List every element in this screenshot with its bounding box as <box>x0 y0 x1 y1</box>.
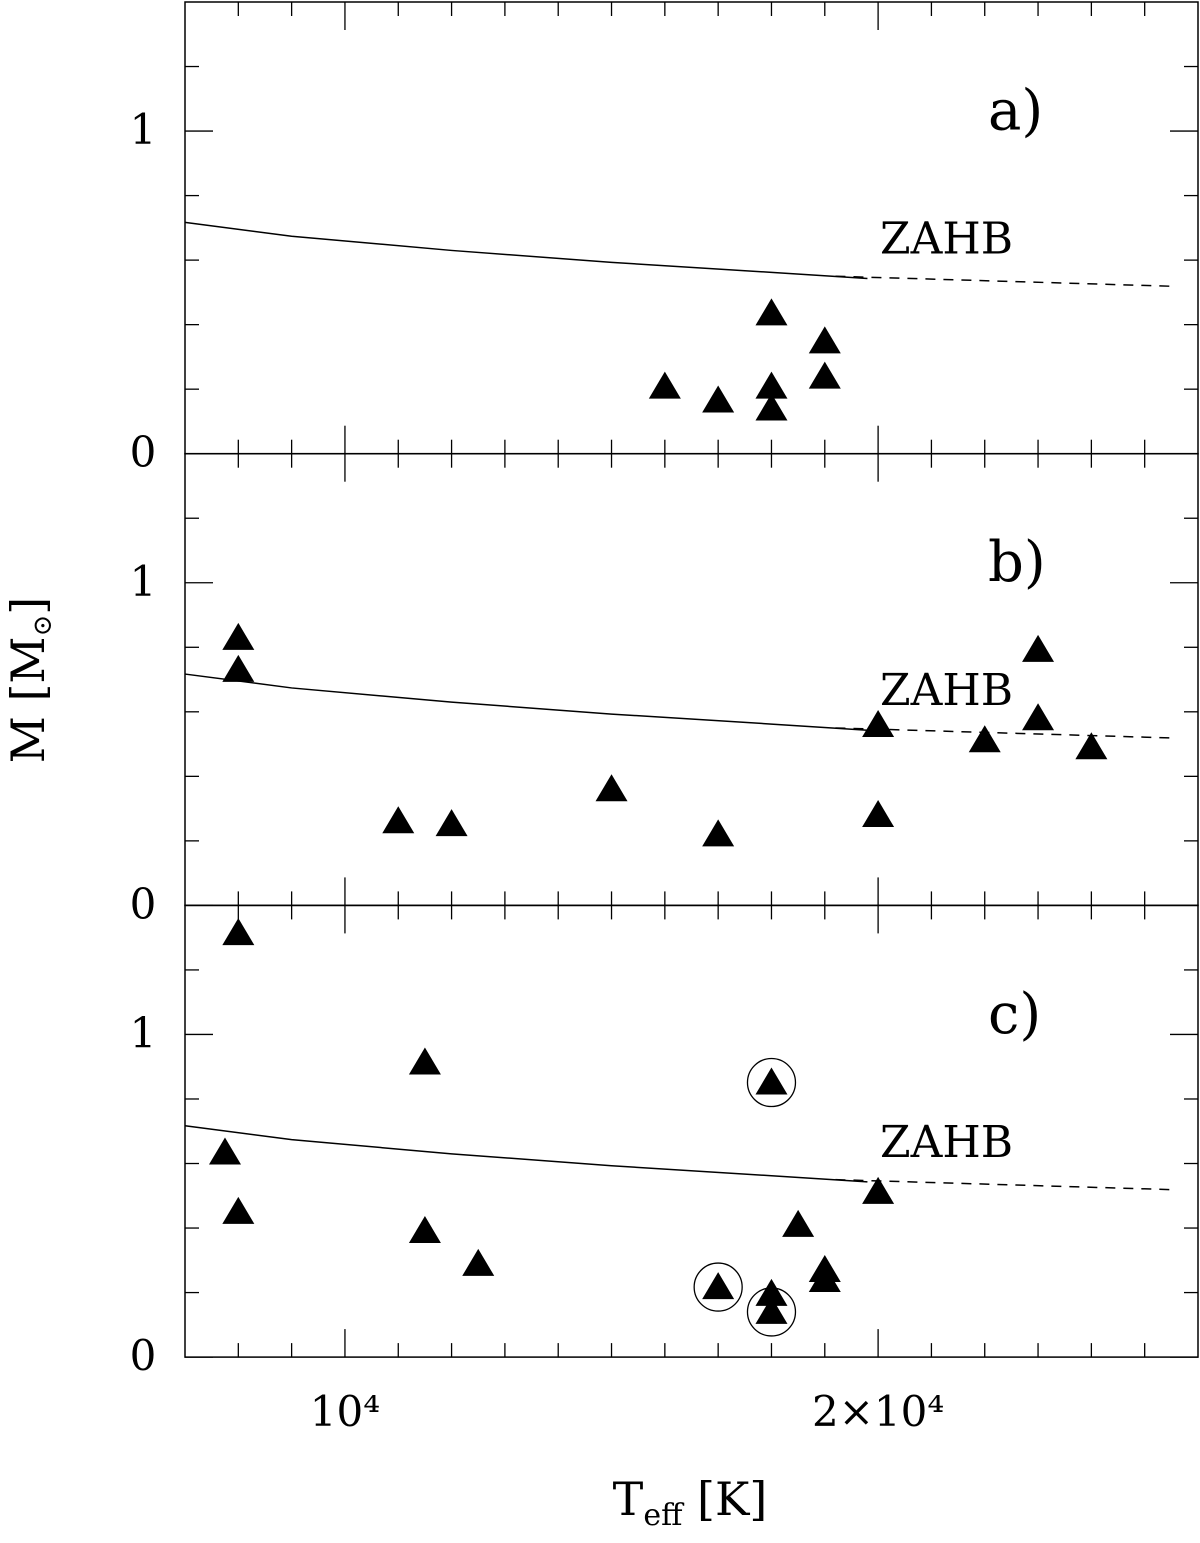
triangle-point <box>808 1264 841 1292</box>
zahb-line <box>184 1125 868 1183</box>
circled-marker <box>746 1057 797 1108</box>
triangle-point <box>808 326 841 354</box>
x-tick-label: 2×10⁴ <box>812 1387 944 1436</box>
zahb-extension <box>835 727 1172 739</box>
y-tick-label: 0 <box>130 1331 157 1380</box>
y-axis-label-main: M [M <box>1 636 55 763</box>
y-tick-label: 1 <box>130 105 157 154</box>
circled-marker <box>746 1287 797 1337</box>
zahb-label: ZAHB <box>880 214 1013 265</box>
triangle-point <box>702 1272 735 1300</box>
triangle-point <box>808 361 841 389</box>
zahb-line <box>184 673 868 731</box>
x-axis-label-sub: eff <box>643 1498 685 1533</box>
panel-label: c) <box>988 982 1041 1047</box>
triangle-point <box>222 918 255 946</box>
triangle-point <box>755 1278 788 1306</box>
y-axis-label-sub: ⊙ <box>28 615 58 637</box>
y-tick-label: 1 <box>130 1008 157 1057</box>
x-tick-label: 10⁴ <box>310 1387 380 1436</box>
triangle-point <box>755 393 788 421</box>
triangle-point <box>702 385 735 413</box>
panel-frame <box>184 452 1199 907</box>
panel-frame <box>184 904 1199 1358</box>
panel-frame <box>184 1 1199 455</box>
triangle-point <box>862 710 895 738</box>
zahb-line <box>184 221 868 280</box>
panel-label: b) <box>988 530 1046 595</box>
zahb-extension <box>835 1178 1172 1191</box>
triangle-point <box>862 1176 895 1204</box>
triangle-point <box>382 806 415 834</box>
triangle-point <box>968 725 1001 753</box>
x-axis-label-main: T <box>613 1472 644 1526</box>
triangle-point <box>1075 732 1108 760</box>
triangle-point <box>435 809 468 837</box>
y-axis-label: M [M⊙] <box>1 597 58 764</box>
triangle-point <box>1022 634 1055 662</box>
zahb-label: ZAHB <box>880 665 1013 716</box>
triangle-point <box>755 298 788 326</box>
triangle-point <box>222 622 255 650</box>
circled-marker <box>693 1262 743 1312</box>
y-axis-label-end: ] <box>1 597 55 615</box>
triangle-point <box>222 1196 255 1224</box>
triangle-point <box>408 1047 441 1075</box>
triangle-point <box>782 1209 815 1237</box>
triangle-point <box>862 800 895 828</box>
triangle-point <box>648 371 681 399</box>
triangle-point <box>208 1137 241 1165</box>
zahb-extension <box>835 275 1172 287</box>
triangle-point <box>755 1067 788 1095</box>
triangle-point <box>595 774 628 802</box>
x-axis-label: Teff [K] <box>613 1472 768 1533</box>
y-tick-label: 1 <box>130 557 157 606</box>
triangle-point <box>1022 703 1055 731</box>
triangle-point <box>462 1248 495 1276</box>
zahb-label: ZAHB <box>880 1117 1013 1168</box>
y-tick-label: 0 <box>130 879 157 928</box>
triangle-point <box>222 654 255 682</box>
panel-label: a) <box>988 79 1043 144</box>
triangle-point <box>702 819 735 847</box>
triangle-point <box>755 1296 788 1324</box>
triangle-point <box>755 371 788 399</box>
triangle-point <box>408 1215 441 1243</box>
y-tick-label: 0 <box>130 428 157 477</box>
x-axis-label-unit: [K] <box>682 1472 767 1526</box>
